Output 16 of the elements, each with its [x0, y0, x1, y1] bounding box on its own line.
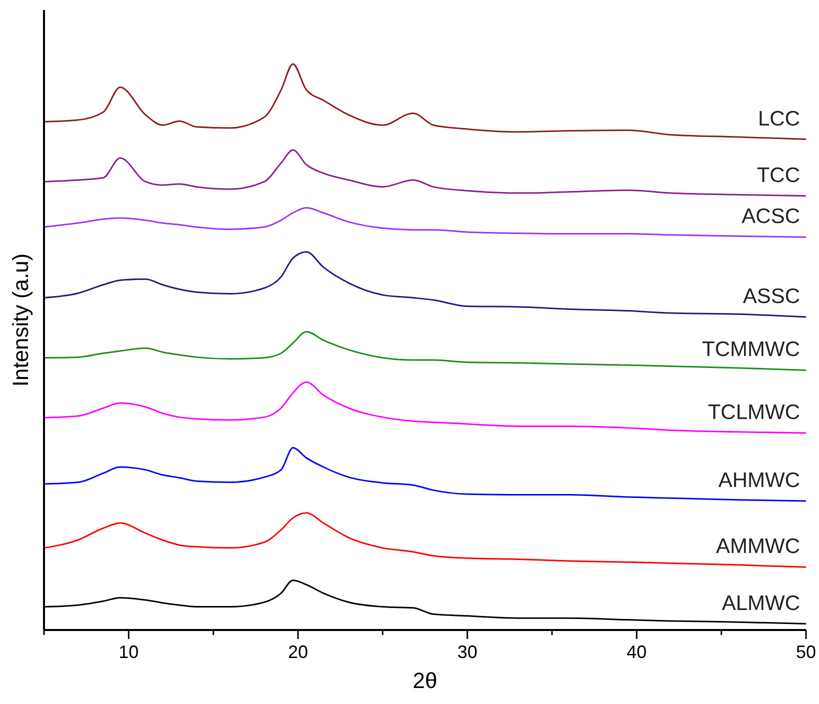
series-label: ASSC — [742, 285, 800, 308]
series-label: TCC — [756, 164, 800, 187]
y-axis-title: Intensity (a.u) — [8, 253, 33, 387]
series-label: ALMWC — [722, 592, 800, 615]
x-tick-label: 40 — [626, 642, 647, 662]
series-label: AHMWC — [718, 468, 800, 492]
series-label: TCLMWC — [708, 401, 800, 424]
series-label: AMMWC — [716, 535, 800, 558]
x-tick-label: 30 — [457, 642, 478, 662]
series-label: TCMMWC — [702, 338, 800, 362]
series-label: LCC — [758, 107, 800, 130]
x-tick-label: 50 — [796, 642, 816, 662]
series-label: ACSC — [742, 205, 800, 228]
x-tick-label: 20 — [288, 642, 308, 662]
x-tick-label: 10 — [118, 642, 139, 662]
x-axis-title: 2θ — [412, 668, 438, 693]
